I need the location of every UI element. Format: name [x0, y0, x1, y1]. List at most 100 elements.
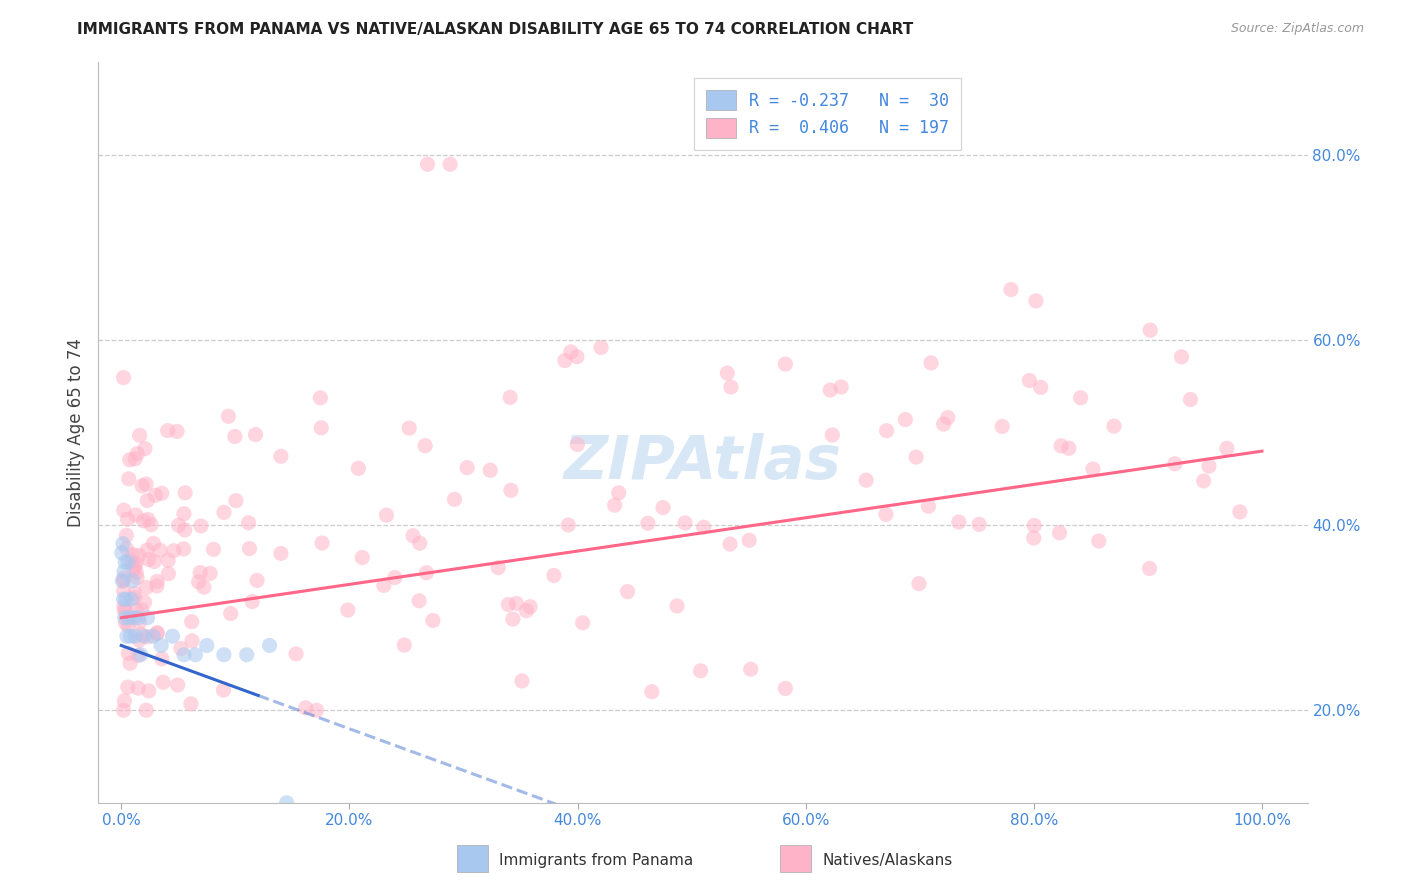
Point	[180, 697, 202, 711]
Point	[294, 701, 316, 715]
Point	[1070, 391, 1092, 405]
Point	[830, 380, 852, 394]
Point	[117, 646, 139, 660]
Point	[212, 683, 235, 698]
Point	[309, 391, 332, 405]
Point	[416, 157, 439, 171]
Point	[235, 648, 257, 662]
Point	[198, 566, 221, 581]
Point	[967, 517, 990, 532]
Point	[135, 703, 157, 717]
Point	[693, 520, 716, 534]
Text: Natives/Alaskans: Natives/Alaskans	[823, 853, 953, 868]
Point	[775, 681, 797, 696]
Point	[131, 479, 153, 493]
Point	[415, 566, 437, 580]
Point	[112, 703, 135, 717]
Point	[115, 528, 138, 542]
Point	[141, 517, 163, 532]
Point	[112, 592, 135, 607]
Point	[112, 571, 135, 585]
Point	[162, 629, 184, 643]
Point	[143, 488, 166, 502]
Point	[188, 566, 211, 580]
Point	[115, 604, 138, 618]
Point	[240, 594, 263, 608]
Point	[567, 437, 589, 451]
Point	[309, 421, 332, 435]
Point	[131, 603, 153, 617]
Point	[505, 596, 527, 610]
Point	[114, 610, 136, 624]
Point	[173, 523, 195, 537]
Point	[775, 357, 797, 371]
Point	[136, 630, 159, 644]
Point	[128, 633, 150, 648]
Point	[673, 516, 696, 530]
Point	[259, 639, 281, 653]
Point	[118, 453, 141, 467]
Point	[894, 412, 917, 426]
Point	[136, 543, 159, 558]
Point	[1164, 457, 1187, 471]
Bar	[780, 845, 811, 872]
Point	[1025, 293, 1047, 308]
Point	[149, 543, 172, 558]
Point	[111, 574, 134, 588]
Point	[565, 350, 588, 364]
Point	[212, 648, 235, 662]
Point	[641, 685, 664, 699]
Point	[499, 390, 522, 404]
Point	[560, 345, 582, 359]
Point	[152, 675, 174, 690]
Point	[876, 424, 898, 438]
Point	[917, 499, 939, 513]
Point	[173, 507, 195, 521]
Point	[1029, 380, 1052, 394]
Point	[738, 533, 761, 548]
Point	[125, 508, 148, 522]
Point	[510, 673, 533, 688]
Point	[1229, 505, 1251, 519]
Point	[150, 486, 173, 500]
Point	[125, 566, 148, 580]
Point	[502, 612, 524, 626]
Point	[114, 592, 136, 607]
Point	[180, 615, 202, 629]
Point	[285, 647, 308, 661]
Point	[114, 615, 136, 630]
Point	[112, 574, 135, 589]
Point	[740, 662, 762, 676]
Point	[112, 370, 135, 384]
Point	[1024, 518, 1046, 533]
Point	[118, 657, 141, 671]
Point	[124, 559, 146, 574]
Point	[190, 519, 212, 533]
Point	[270, 450, 292, 464]
Point	[456, 460, 478, 475]
Point	[519, 599, 541, 614]
Point	[125, 570, 148, 584]
Point	[135, 581, 157, 595]
Point	[111, 536, 134, 550]
Point	[486, 560, 509, 574]
Point	[128, 549, 150, 563]
Point	[127, 648, 149, 663]
Point	[398, 421, 420, 435]
Point	[373, 578, 395, 592]
Point	[187, 574, 209, 589]
Point	[1170, 350, 1192, 364]
Point	[132, 514, 155, 528]
Point	[352, 550, 374, 565]
Point	[1102, 419, 1125, 434]
Point	[217, 409, 239, 424]
Point	[163, 543, 186, 558]
Text: ZIPAtlas: ZIPAtlas	[564, 433, 842, 491]
Point	[689, 664, 711, 678]
Point	[184, 648, 207, 662]
Point	[905, 450, 928, 464]
Point	[375, 508, 398, 522]
Text: Source: ZipAtlas.com: Source: ZipAtlas.com	[1230, 22, 1364, 36]
Point	[571, 615, 593, 630]
Point	[1050, 439, 1073, 453]
